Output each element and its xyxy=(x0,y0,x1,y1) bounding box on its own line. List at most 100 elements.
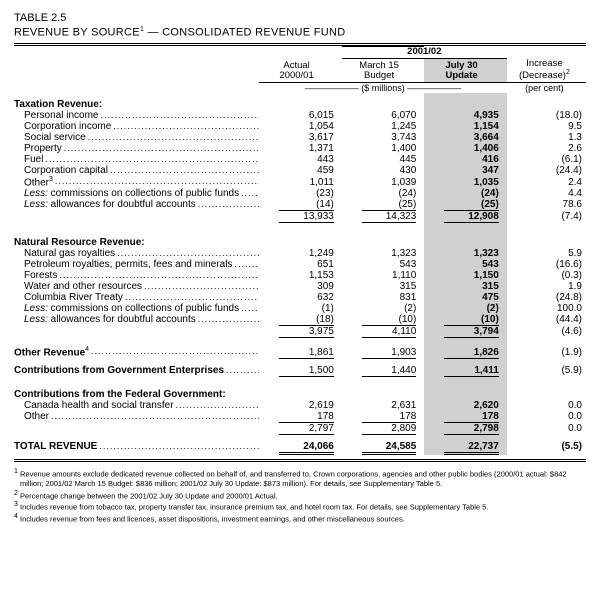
table-cell: 2,809 xyxy=(342,423,424,434)
table-cell: 459 xyxy=(259,165,342,176)
table-cell: 543 xyxy=(424,259,507,270)
table-cell: 2.6 xyxy=(507,143,586,154)
table-cell: (16.6) xyxy=(507,259,586,270)
table-cell: 4,110 xyxy=(342,326,424,337)
table-cell: 24,066 xyxy=(259,441,342,452)
row-label: Natural gas royalties xyxy=(14,248,259,259)
table-cell: 2,798 xyxy=(424,423,507,434)
section-head: Natural Resource Revenue: xyxy=(14,231,259,248)
unit-millions: —————— ($ millions) —————— xyxy=(305,83,462,93)
table-cell: 1,323 xyxy=(342,248,424,259)
table-cell: 1,249 xyxy=(259,248,342,259)
table-cell: 178 xyxy=(342,411,424,422)
table-cell: 315 xyxy=(342,281,424,292)
table-cell: 430 xyxy=(342,165,424,176)
row-label: Social service xyxy=(14,132,259,143)
header-year-span: 2001/02 xyxy=(407,46,441,57)
table-cell: 4,935 xyxy=(424,110,507,121)
table-cell: (7.4) xyxy=(507,211,586,222)
table-cell: 1,406 xyxy=(424,143,507,154)
table-cell: 1,411 xyxy=(424,365,507,376)
table-cell: 416 xyxy=(424,154,507,165)
table-cell: (44.4) xyxy=(507,314,586,325)
table-cell: 1,054 xyxy=(259,121,342,132)
table-cell: 1,323 xyxy=(424,248,507,259)
row-label: Less: commissions on collections of publ… xyxy=(14,303,259,314)
row-label: Corporation capital xyxy=(14,165,259,176)
table-cell: 1,440 xyxy=(342,365,424,376)
table-cell: 178 xyxy=(424,411,507,422)
table-cell: (2) xyxy=(342,303,424,314)
table-cell: 543 xyxy=(342,259,424,270)
table-cell: 4.4 xyxy=(507,188,586,199)
table-cell: 1,035 xyxy=(424,176,507,188)
table-cell: 3,617 xyxy=(259,132,342,143)
row-label: Columbia River Treaty xyxy=(14,292,259,303)
footnotes: 1 Revenue amounts exclude dedicated reve… xyxy=(14,468,586,524)
table-cell: 1,150 xyxy=(424,270,507,281)
table-cell: (6.1) xyxy=(507,154,586,165)
table-cell: 831 xyxy=(342,292,424,303)
row-label: Canada health and social transfer xyxy=(14,400,259,411)
table-cell: 3,794 xyxy=(424,326,507,337)
table-cell: 1.9 xyxy=(507,281,586,292)
row-label: Fuel xyxy=(14,154,259,165)
header-actual: Actual xyxy=(283,60,309,71)
row-label: Corporation income xyxy=(14,121,259,132)
row-label: Other Revenue4 xyxy=(14,346,259,358)
table-cell: (23) xyxy=(259,188,342,199)
row-label: Forests xyxy=(14,270,259,281)
table-cell: 1,500 xyxy=(259,365,342,376)
header-march: March 15 xyxy=(359,60,399,71)
row-label: Personal income xyxy=(14,110,259,121)
table-cell: 1,245 xyxy=(342,121,424,132)
table-cell: (18.0) xyxy=(507,110,586,121)
row-label: Contributions from Government Enterprise… xyxy=(14,365,259,376)
table-cell: 0.0 xyxy=(507,411,586,422)
table-cell: 1,011 xyxy=(259,176,342,188)
table-cell: 1,861 xyxy=(259,346,342,358)
table-cell: (24.8) xyxy=(507,292,586,303)
table-cell: 2,619 xyxy=(259,400,342,411)
row-label: Less: allowances for doubtful accounts xyxy=(14,199,259,210)
row-label xyxy=(14,326,259,337)
table-cell: 1,903 xyxy=(342,346,424,358)
table-cell: 1,110 xyxy=(342,270,424,281)
table-cell: 2.4 xyxy=(507,176,586,188)
table-cell: 3,664 xyxy=(424,132,507,143)
table-cell: 315 xyxy=(424,281,507,292)
table-cell: (14) xyxy=(259,199,342,210)
section-head: Contributions from the Federal Governmen… xyxy=(14,383,259,400)
table-cell: 632 xyxy=(259,292,342,303)
row-label: Property xyxy=(14,143,259,154)
row-label: Water and other resources xyxy=(14,281,259,292)
table-cell: 1.3 xyxy=(507,132,586,143)
row-label: Other3 xyxy=(14,176,259,188)
table-cell: 22,737 xyxy=(424,441,507,452)
table-cell: 6,015 xyxy=(259,110,342,121)
table-cell: (2) xyxy=(424,303,507,314)
table-cell: (25) xyxy=(424,199,507,210)
table-cell: 12,908 xyxy=(424,211,507,222)
table-cell: (24) xyxy=(342,188,424,199)
table-title: REVENUE BY SOURCE1 — CONSOLIDATED REVENU… xyxy=(14,26,586,39)
table-cell: (10) xyxy=(424,314,507,325)
table-cell: 1,826 xyxy=(424,346,507,358)
unit-percent: (per cent) xyxy=(507,83,586,93)
table-cell: (24) xyxy=(424,188,507,199)
table-cell: (24.4) xyxy=(507,165,586,176)
table-cell: 2,797 xyxy=(259,423,342,434)
table-cell: 3,975 xyxy=(259,326,342,337)
row-label: Less: allowances for doubtful accounts xyxy=(14,314,259,325)
row-label: Other xyxy=(14,411,259,422)
table-cell: 13,933 xyxy=(259,211,342,222)
table-cell: 5.9 xyxy=(507,248,586,259)
row-label: TOTAL REVENUE xyxy=(14,441,259,452)
header-july: July 30 xyxy=(445,60,477,71)
header-increase: Increase xyxy=(526,58,562,69)
table-cell: 0.0 xyxy=(507,400,586,411)
table-cell: (10) xyxy=(342,314,424,325)
row-label: Less: commissions on collections of publ… xyxy=(14,188,259,199)
table-cell: 309 xyxy=(259,281,342,292)
table-number: TABLE 2.5 xyxy=(14,12,586,24)
